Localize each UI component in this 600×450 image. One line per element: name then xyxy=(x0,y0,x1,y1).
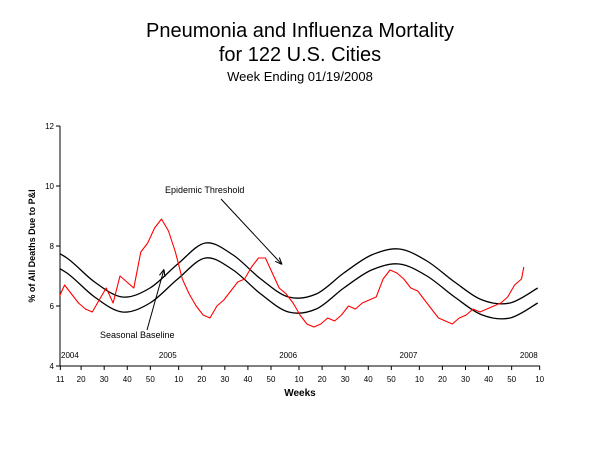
x-tick-label: 10 xyxy=(295,375,304,384)
x-tick-label: 40 xyxy=(484,375,493,384)
x-tick-label: 30 xyxy=(461,375,470,384)
y-axis-label: % of All Deaths Due to P&I xyxy=(27,189,37,302)
x-tick-label: 50 xyxy=(387,375,396,384)
x-tick-label: 30 xyxy=(341,375,350,384)
series-group xyxy=(60,218,539,328)
epidemic-threshold-label: Epidemic Threshold xyxy=(165,185,244,195)
y-tick-label: 10 xyxy=(45,182,54,191)
x-tick-label: 50 xyxy=(267,375,276,384)
x-tick-label: 11 xyxy=(56,375,65,384)
y-tick-label: 12 xyxy=(45,122,54,131)
x-tick-label: 50 xyxy=(146,375,155,384)
epidemic-threshold-arrow xyxy=(220,198,282,264)
series-line-baseline xyxy=(60,257,539,320)
chart-title: Pneumonia and Influenza Mortality xyxy=(146,20,454,42)
x-tick-label: 30 xyxy=(100,375,109,384)
y-tick-label: 4 xyxy=(50,362,55,371)
y-tick-label: 6 xyxy=(50,302,55,311)
year-label: 2006 xyxy=(279,351,297,360)
x-tick-label: 10 xyxy=(415,375,424,384)
x-tick-label: 30 xyxy=(220,375,229,384)
x-tick-label: 10 xyxy=(535,375,544,384)
x-tick-label: 40 xyxy=(123,375,132,384)
x-tick-label: 20 xyxy=(77,375,86,384)
y-tick-label: 8 xyxy=(50,242,55,251)
seasonal-baseline-arrow xyxy=(146,270,164,331)
series-line-threshold xyxy=(60,242,539,305)
x-tick-label: 20 xyxy=(438,375,447,384)
x-tick-label: 40 xyxy=(364,375,373,384)
year-label: 2005 xyxy=(159,351,177,360)
seasonal-baseline-label: Seasonal Baseline xyxy=(100,330,175,340)
year-label: 2004 xyxy=(61,351,79,360)
x-tick-label: 20 xyxy=(197,375,206,384)
x-tick-label: 40 xyxy=(243,375,252,384)
x-tick-label: 50 xyxy=(507,375,516,384)
x-tick-label: 20 xyxy=(318,375,327,384)
x-axis-label: Weeks xyxy=(284,388,316,399)
series-line-observed xyxy=(60,218,525,328)
chart-title-line2: for 122 U.S. Cities xyxy=(218,44,382,66)
year-label: 2008 xyxy=(520,351,538,360)
x-tick-label: 10 xyxy=(174,375,183,384)
chart-subtitle: Week Ending 01/19/2008 xyxy=(227,69,373,84)
year-label: 2007 xyxy=(400,351,418,360)
